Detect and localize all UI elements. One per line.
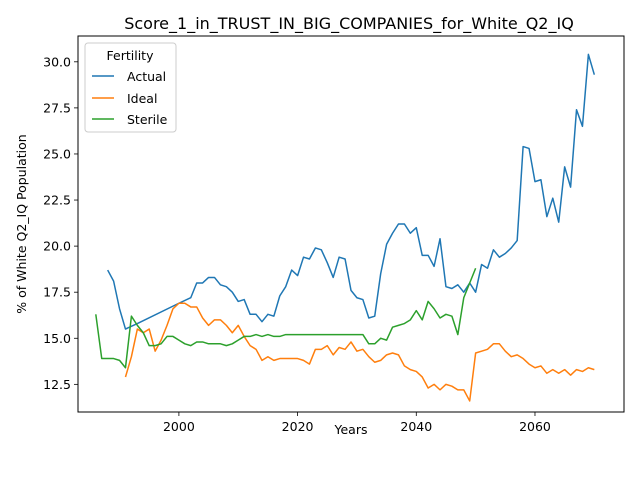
y-tick-label-15-0: 15.0 [43, 331, 71, 346]
series-line-ideal [124, 302, 595, 402]
y-tick-label-12-5: 12.5 [43, 377, 71, 392]
chart-title: Score_1_in_TRUST_IN_BIG_COMPANIES_for_Wh… [124, 14, 574, 34]
x-tick-label-2040: 2040 [400, 419, 432, 434]
y-axis-ticks: 12.5 15.0 17.5 20.0 22.5 25.0 27.5 30.0 [43, 54, 78, 392]
plot-frame [77, 35, 625, 413]
legend-title: Fertility [107, 48, 155, 63]
y-tick-label-17-5: 17.5 [43, 285, 71, 300]
y-tick-label-20-0: 20.0 [43, 239, 71, 254]
legend-label-actual: Actual [127, 69, 166, 84]
legend: Fertility Actual Ideal Sterile [84, 42, 177, 133]
legend-label-sterile: Sterile [127, 112, 168, 127]
y-axis-label: % of White Q2_IQ Population [14, 134, 29, 313]
legend-label-ideal: Ideal [127, 91, 157, 106]
series-layer [95, 53, 596, 402]
y-tick-label-25-0: 25.0 [43, 146, 71, 161]
series-line-sterile [95, 267, 477, 369]
x-axis-label: Years [334, 422, 368, 437]
x-tick-label-2020: 2020 [282, 419, 314, 434]
y-tick-label-30-0: 30.0 [43, 54, 71, 69]
y-tick-label-22-5: 22.5 [43, 193, 71, 208]
series-line-actual [107, 53, 596, 330]
legend-box [84, 42, 177, 133]
x-axis-ticks: 2000 2020 2040 2060 [163, 412, 551, 434]
x-tick-label-2060: 2060 [519, 419, 551, 434]
x-tick-label-2000: 2000 [163, 419, 195, 434]
y-tick-label-27-5: 27.5 [43, 100, 71, 115]
